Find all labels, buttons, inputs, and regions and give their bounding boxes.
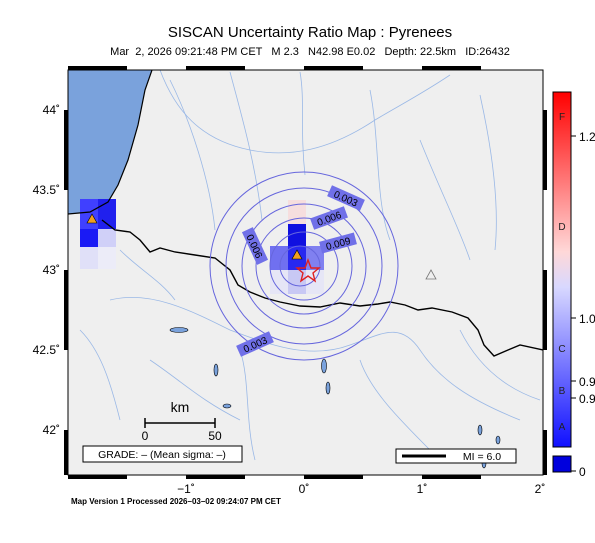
lon-label: 2˚: [535, 482, 546, 496]
lon-label: −1˚: [177, 482, 195, 496]
lon-labels: −1˚ 0˚ 1˚ 2˚: [177, 482, 545, 496]
station-triangle-icon[interactable]: [86, 213, 98, 224]
lat-label: 44˚: [43, 103, 60, 117]
scale-tick: 0: [142, 429, 149, 443]
lon-label: 1˚: [417, 482, 428, 496]
coastline: [68, 70, 153, 215]
grade-box: GRADE: – (Mean sigma: –): [82, 445, 243, 463]
colorbar-value: 1.2: [579, 130, 595, 144]
grade-label: F: [559, 112, 565, 123]
processing-footer: Map Version 1 Processed 2026–03–02 09:24…: [71, 497, 281, 506]
grade-text: GRADE: – (Mean sigma: –): [98, 449, 226, 461]
event-subtitle: Mar 2, 2026 09:21:48 PM CET M 2.3 N42.98…: [110, 46, 510, 58]
map-area[interactable]: 0.003 0.006 0.009 0.006 0.003: [68, 70, 543, 475]
colorbar-value: 0.9: [579, 375, 595, 389]
mi-text: MI = 6.0: [463, 451, 501, 463]
epicenter-star-icon[interactable]: [295, 258, 321, 283]
grade-label: D: [558, 222, 565, 233]
grade-label: C: [558, 344, 565, 355]
border-line: [101, 219, 543, 357]
colorbar: F D C B A 1.2 1.0 0.9 0.9 0: [552, 91, 595, 479]
colorbar-value: 1.0: [579, 312, 595, 326]
frame-ticks: [64, 66, 547, 479]
lakes: [169, 327, 501, 469]
mi-box: MI = 6.0: [395, 448, 517, 464]
lon-label: 0˚: [299, 482, 310, 496]
scale-tick: 50: [208, 429, 222, 443]
station-triangle-icon[interactable]: [425, 269, 437, 280]
lat-label: 43.5˚: [33, 183, 60, 197]
scale-bar: km 0 50: [142, 399, 222, 443]
scale-unit: km: [171, 399, 190, 415]
lat-label: 42.5˚: [33, 343, 60, 357]
rivers: [79, 70, 541, 461]
ocean-area: [68, 70, 152, 214]
grade-label: B: [559, 386, 566, 397]
lat-label: 42˚: [43, 423, 60, 437]
grade-label: A: [559, 422, 566, 433]
colorbar-value: 0: [579, 465, 586, 479]
map-title: SISCAN Uncertainty Ratio Map : Pyrenees: [167, 24, 453, 41]
contours: [209, 171, 399, 361]
lat-label: 43˚: [43, 263, 60, 277]
lat-labels: 44˚ 43.5˚ 43˚ 42.5˚ 42˚: [33, 103, 60, 437]
colorbar-value: 0.9: [579, 392, 595, 406]
station-triangle-icon[interactable]: [291, 249, 303, 260]
